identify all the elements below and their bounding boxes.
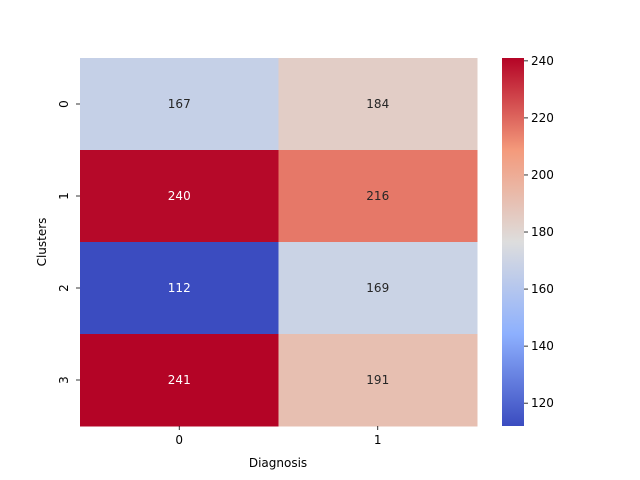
- heatmap-cell-value: 184: [366, 97, 389, 111]
- y-axis-ticks: 0 1 2 3: [57, 100, 80, 384]
- colorbar-tick-label: 220: [531, 111, 554, 125]
- heatmap-cell-value: 241: [168, 373, 191, 387]
- y-axis-label: Clusters: [35, 218, 49, 267]
- heatmap-cell-value: 167: [168, 97, 191, 111]
- colorbar: [502, 58, 524, 426]
- y-tick-label: 2: [57, 284, 71, 292]
- colorbar-tick-label: 200: [531, 168, 554, 182]
- y-tick-label: 1: [57, 192, 71, 200]
- heatmap-cell: [278, 150, 478, 243]
- heatmap-cell-value: 169: [366, 281, 389, 295]
- heatmap-cells: [80, 58, 478, 427]
- heatmap-cell-value: 112: [168, 281, 191, 295]
- x-tick-label: 0: [175, 433, 183, 447]
- heatmap-cell: [80, 150, 279, 243]
- heatmap-cell-value: 240: [168, 189, 191, 203]
- colorbar-tick-label: 160: [531, 282, 554, 296]
- y-tick-label: 0: [57, 100, 71, 108]
- colorbar-tick-label: 180: [531, 225, 554, 239]
- x-axis-label: Diagnosis: [249, 456, 307, 470]
- colorbar-ticks: 120 140 160 180 200 220 240: [524, 54, 554, 410]
- heatmap-cell: [80, 334, 279, 427]
- heatmap-cell: [80, 242, 279, 335]
- heatmap-cell: [80, 58, 279, 151]
- heatmap-cell: [278, 334, 478, 427]
- heatmap-cell: [278, 242, 478, 335]
- colorbar-tick-label: 140: [531, 339, 554, 353]
- heatmap-cell: [278, 58, 478, 151]
- heatmap-cell-labels: 167 184 240 216 112 169 241 191: [168, 97, 389, 387]
- colorbar-tick-label: 120: [531, 396, 554, 410]
- x-tick-label: 1: [374, 433, 382, 447]
- heatmap-cell-value: 216: [366, 189, 389, 203]
- heatmap-cell-value: 191: [366, 373, 389, 387]
- y-tick-label: 3: [57, 376, 71, 384]
- colorbar-tick-label: 240: [531, 54, 554, 68]
